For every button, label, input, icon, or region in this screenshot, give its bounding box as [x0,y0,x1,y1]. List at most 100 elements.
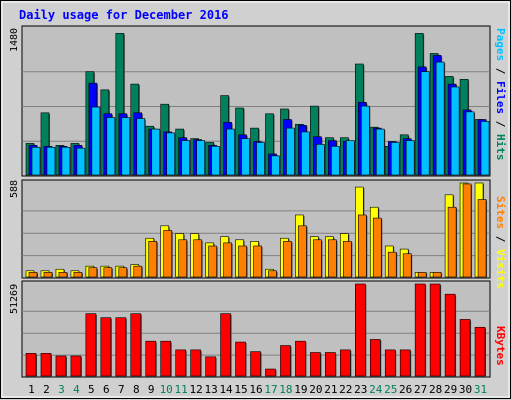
x-label-26: 26 [399,383,412,396]
middle-panel-max-label: 588 [9,180,20,198]
kbytes-bar-27 [414,283,426,377]
x-label-3: 3 [58,383,65,396]
sites-bar-13 [208,245,217,278]
x-label-12: 12 [190,383,203,396]
kbytes-bar-16 [250,351,261,377]
pages-bar-29 [450,86,460,176]
x-label-5: 5 [88,383,95,396]
sites-bar-9 [148,241,158,278]
pages-bar-2 [46,146,56,176]
pages-bar-10 [166,132,176,176]
sites-bar-8 [133,265,143,278]
x-label-21: 21 [324,383,337,396]
sites-bar-4 [73,272,83,278]
sites-bar-25 [387,251,397,278]
sites-bar-5 [88,267,98,278]
x-label-25: 25 [384,383,397,396]
kbytes-bar-9 [145,340,157,377]
sites-bar-29 [447,206,457,278]
x-label-19: 19 [294,383,307,396]
pages-bar-26 [405,140,415,176]
kbytes-bar-14 [220,313,231,377]
x-label-6: 6 [103,383,110,396]
x-label-10: 10 [160,383,173,396]
pages-bar-21 [331,145,340,176]
legend-top-part-3: / [494,114,507,134]
x-label-16: 16 [249,383,262,396]
sites-bar-27 [417,272,427,278]
x-label-20: 20 [309,383,322,396]
kbytes-bar-21 [325,352,336,377]
sites-bar-12 [193,239,202,278]
kbytes-bar-7 [115,317,127,377]
sites-bar-3 [58,272,68,278]
pages-bar-1 [31,146,41,176]
pages-bar-22 [346,140,355,176]
kbytes-bar-6 [100,317,112,377]
pages-bar-23 [360,105,370,176]
kbytes-bar-3 [55,355,67,377]
x-label-17: 17 [264,383,277,396]
sites-bar-28 [432,272,442,278]
sites-bar-6 [103,267,113,278]
pages-bar-12 [196,140,205,176]
kbytes-bar-25 [384,349,396,377]
pages-bar-16 [256,142,265,176]
pages-bar-8 [136,118,146,176]
pages-bar-3 [61,146,71,176]
kbytes-bar-5 [85,313,97,377]
middle-panel-legend: Sites / Visits [494,196,507,289]
kbytes-bar-28 [429,283,441,377]
pages-bar-18 [286,127,295,176]
kbytes-bar-12 [190,349,201,377]
sites-bar-17 [268,270,277,278]
sites-bar-21 [328,239,337,278]
pages-bar-25 [390,142,400,176]
x-label-2: 2 [43,383,50,396]
sites-bar-31 [477,199,487,278]
chart-title: Daily usage for December 2016 [19,8,229,22]
x-axis-labels: 1 2 3 4 5 6 7 8 9 10 11 12 13 14 15 16 17 18 19 20 21 22 23 24 2… [28,383,487,396]
kbytes-bar-2 [40,353,52,377]
kbytes-bar-15 [235,341,246,377]
kbytes-bar-1 [25,353,37,377]
sites-bar-10 [163,230,173,278]
pages-bar-27 [420,71,430,176]
pages-bar-19 [301,131,310,176]
kbytes-bar-22 [340,349,351,377]
pages-bar-13 [211,145,220,176]
x-label-14: 14 [219,383,233,396]
pages-bar-24 [375,128,385,176]
kbytes-bar-17 [265,368,276,377]
x-label-8: 8 [133,383,140,396]
sites-bar-15 [238,245,247,278]
pages-bar-11 [181,140,190,176]
top-panel-max-label: 1480 [9,28,20,52]
kbytes-bar-10 [160,340,172,377]
x-label-13: 13 [204,383,217,396]
kbytes-bar-11 [175,349,186,377]
sites-bar-14 [223,242,232,278]
pages-bar-9 [151,128,161,176]
pages-bar-15 [241,138,250,176]
x-label-29: 29 [444,383,457,396]
x-label-30: 30 [459,383,472,396]
top-panel-legend: Pages / Files / Hits [494,28,507,161]
sites-bar-22 [343,241,352,278]
bottom-panel-max-label: 51269 [9,284,20,314]
x-label-31: 31 [474,383,487,396]
legend-top-part-1: / [494,61,507,81]
sites-bar-7 [118,267,128,278]
x-label-18: 18 [279,383,292,396]
x-label-23: 23 [354,383,367,396]
sites-bar-1 [28,272,38,278]
pages-bar-14 [226,128,235,176]
sites-bar-30 [462,183,472,278]
pages-bar-6 [106,117,116,176]
pages-bar-17 [271,155,280,176]
sites-bar-16 [253,245,262,278]
legend-middle-part-0: Sites [494,196,507,229]
legend-middle-part-2: Visits [494,249,507,289]
